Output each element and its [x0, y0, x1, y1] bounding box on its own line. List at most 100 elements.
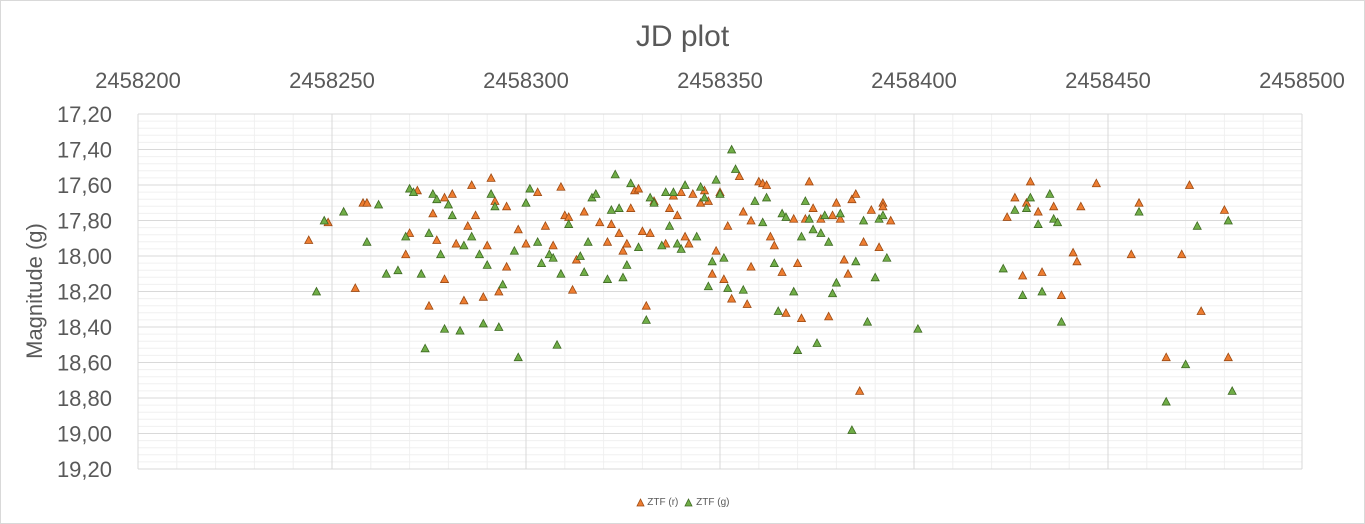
data-point — [792, 345, 803, 354]
data-point — [835, 208, 845, 218]
x-tick-label: 2458500 — [1259, 68, 1345, 93]
data-point — [804, 213, 814, 223]
data-point — [645, 228, 655, 237]
data-point — [1134, 197, 1144, 207]
data-point — [699, 192, 710, 202]
data-point — [338, 206, 349, 216]
data-point — [692, 231, 702, 241]
data-point — [319, 215, 329, 225]
data-point — [726, 144, 737, 154]
data-point — [501, 201, 512, 211]
data-point — [404, 228, 415, 237]
data-point — [304, 235, 314, 244]
y-tick-label: 17,80 — [57, 209, 112, 234]
data-point — [420, 343, 430, 353]
data-point — [789, 286, 799, 296]
data-point — [532, 187, 543, 197]
data-point — [789, 213, 799, 223]
chart-title: JD plot — [635, 20, 730, 53]
data-point — [1134, 206, 1144, 216]
data-point — [858, 236, 869, 246]
data-point — [622, 238, 632, 248]
data-point — [668, 187, 679, 197]
data-point — [688, 189, 698, 198]
data-point — [618, 245, 628, 255]
data-point — [455, 325, 465, 335]
data-series — [304, 144, 1237, 434]
y-tick-label: 19,20 — [57, 457, 112, 482]
data-point — [1017, 270, 1028, 280]
data-point — [773, 306, 783, 315]
data-point — [1184, 180, 1195, 189]
data-point — [1180, 359, 1191, 369]
data-point — [1033, 206, 1043, 216]
data-point — [1049, 201, 1059, 211]
data-point — [602, 274, 613, 283]
data-point — [711, 174, 721, 184]
data-point — [482, 240, 492, 250]
data-point — [1161, 396, 1171, 406]
data-point — [311, 286, 322, 296]
data-point — [913, 323, 923, 333]
data-point — [761, 192, 772, 202]
data-point — [564, 219, 574, 228]
data-point — [812, 338, 822, 347]
data-point — [672, 210, 682, 220]
data-point — [641, 315, 651, 324]
data-point — [851, 256, 861, 266]
y-tick-label: 17,20 — [57, 102, 112, 127]
data-point — [676, 187, 686, 197]
data-point — [447, 210, 457, 220]
x-tick-label: 2458350 — [677, 68, 763, 93]
y-tick-label: 17,40 — [57, 138, 112, 163]
data-point — [424, 300, 434, 310]
data-point — [882, 252, 892, 262]
data-point — [494, 322, 504, 331]
data-point — [827, 210, 838, 220]
data-point — [870, 272, 880, 282]
data-point — [443, 199, 454, 209]
data-point — [719, 274, 729, 283]
data-point — [637, 226, 648, 236]
data-point — [1223, 215, 1233, 225]
data-point — [393, 265, 403, 275]
data-point — [614, 203, 624, 212]
series-ztf-g — [311, 144, 1237, 434]
data-point — [839, 254, 849, 264]
data-point — [886, 215, 896, 225]
data-point — [626, 178, 636, 188]
data-point — [513, 352, 523, 362]
data-point — [1010, 192, 1020, 202]
data-point — [851, 189, 861, 198]
data-point — [525, 183, 535, 193]
data-point — [734, 171, 745, 181]
data-point — [777, 267, 787, 276]
data-point — [738, 284, 748, 294]
data-point — [645, 192, 655, 202]
data-point — [618, 272, 628, 282]
data-point — [447, 189, 457, 198]
data-point — [858, 215, 869, 225]
data-point — [428, 189, 438, 198]
data-point — [552, 339, 562, 349]
data-point — [820, 210, 830, 220]
data-point — [707, 268, 717, 278]
data-point — [800, 196, 811, 205]
data-point — [536, 258, 547, 268]
legend: ZTF (r) ZTF (g) — [0, 497, 1365, 508]
y-tick-label: 18,60 — [57, 351, 112, 376]
data-point — [556, 268, 566, 278]
data-point — [428, 208, 438, 218]
data-point — [1068, 247, 1078, 257]
data-point — [404, 183, 415, 193]
data-point — [878, 210, 888, 220]
data-point — [874, 242, 884, 252]
data-point — [661, 187, 671, 197]
data-point — [680, 180, 690, 189]
data-point — [769, 258, 779, 268]
data-point — [435, 249, 446, 259]
data-point — [544, 249, 554, 259]
data-point — [1126, 249, 1136, 259]
data-point — [777, 208, 787, 218]
